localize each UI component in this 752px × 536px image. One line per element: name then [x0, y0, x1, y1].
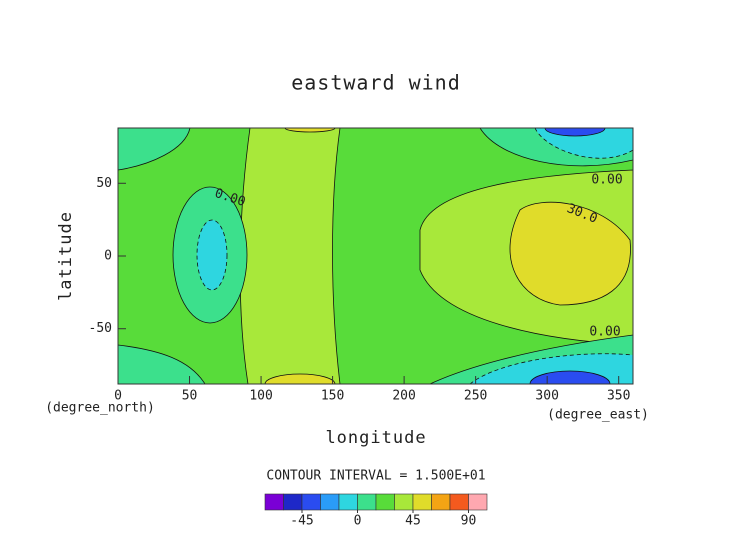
contour-interval: CONTOUR INTERVAL = 1.500E+01: [266, 469, 485, 484]
y-tick-label: -50: [89, 321, 112, 336]
colorbar-tick-label: 90: [461, 514, 477, 529]
colorbar-cell: [301, 493, 321, 511]
colorbar-cell: [394, 493, 414, 511]
colorbar-cell: [375, 493, 395, 511]
contour-region: [239, 128, 341, 384]
x-tick-label: 350: [607, 389, 630, 404]
y-tick-label: 0: [104, 249, 112, 264]
x-tick-label: 0: [114, 389, 122, 404]
x-axis-title: longitude: [325, 428, 426, 448]
colorbar-cell: [468, 493, 488, 511]
contour-region: [544, 128, 606, 137]
x-tick-label: 200: [392, 389, 415, 404]
contour-label: 0.00: [591, 173, 622, 188]
contour-label: 0.00: [589, 325, 620, 340]
colorbar-cell: [357, 493, 377, 511]
x-tick-label: 50: [182, 389, 198, 404]
chart-title: eastward wind: [291, 71, 461, 95]
contour-region: [264, 373, 336, 384]
y-unit: (degree_north): [45, 401, 155, 416]
contour-region: [509, 201, 631, 306]
contour-region: [118, 128, 191, 171]
contour-region: [284, 128, 336, 133]
x-tick-label: 100: [249, 389, 272, 404]
colorbar-tick-label: 0: [354, 514, 362, 529]
x-tick-label: 250: [464, 389, 487, 404]
colorbar-cell: [431, 493, 451, 511]
contour-region: [196, 219, 228, 291]
colorbar-tick-label: -45: [290, 514, 313, 529]
contour-field: [118, 128, 633, 384]
colorbar-cell: [338, 493, 358, 511]
y-axis-title: latitude: [56, 211, 76, 301]
colorbar-tick-label: 45: [405, 514, 421, 529]
y-tick-label: 50: [96, 176, 112, 191]
colorbar-cell: [264, 493, 284, 511]
contour-region: [529, 370, 611, 384]
colorbar-cell: [449, 493, 469, 511]
colorbar-cell: [320, 493, 340, 511]
x-unit: (degree_east): [547, 408, 649, 423]
colorbar-cell: [412, 493, 432, 511]
x-tick-label: 300: [535, 389, 558, 404]
x-tick-label: 150: [321, 389, 344, 404]
colorbar-cell: [283, 493, 303, 511]
